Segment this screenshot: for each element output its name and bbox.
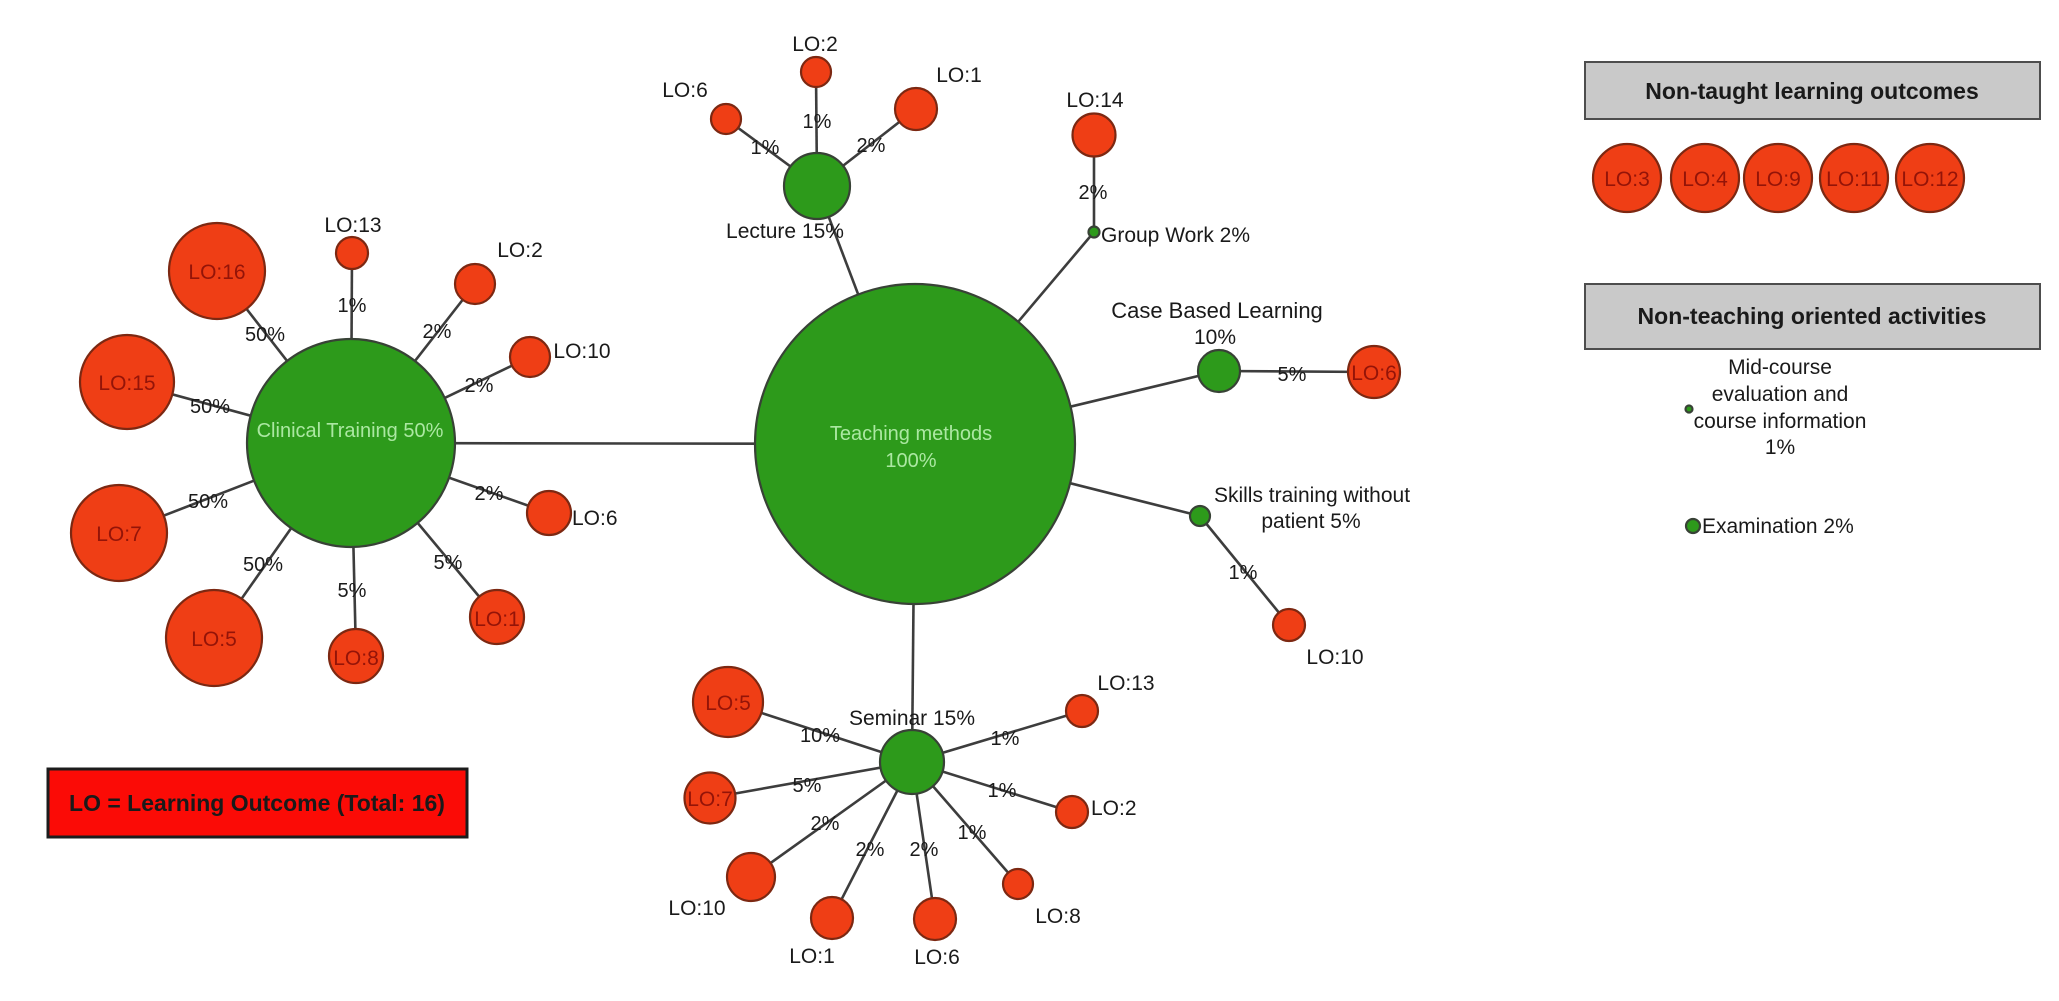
svg-text:1%: 1% bbox=[991, 728, 1020, 750]
svg-text:Case Based Learning: Case Based Learning bbox=[1111, 298, 1323, 323]
svg-text:LO:10: LO:10 bbox=[668, 897, 725, 920]
svg-text:10%: 10% bbox=[800, 725, 840, 747]
svg-text:2%: 2% bbox=[1079, 182, 1108, 204]
svg-text:LO:4: LO:4 bbox=[1682, 168, 1728, 191]
svg-text:LO:6: LO:6 bbox=[572, 507, 618, 530]
svg-text:2%: 2% bbox=[857, 135, 886, 157]
svg-text:2%: 2% bbox=[475, 483, 504, 505]
svg-text:2%: 2% bbox=[811, 813, 840, 835]
svg-text:1%: 1% bbox=[751, 137, 780, 159]
svg-text:50%: 50% bbox=[245, 324, 285, 346]
svg-text:LO:12: LO:12 bbox=[1901, 168, 1958, 191]
svg-text:LO:5: LO:5 bbox=[191, 628, 237, 651]
svg-text:100%: 100% bbox=[885, 450, 936, 472]
svg-text:LO:13: LO:13 bbox=[1097, 672, 1154, 695]
svg-text:Clinical Training 50%: Clinical Training 50% bbox=[257, 420, 444, 442]
svg-text:LO:2: LO:2 bbox=[497, 239, 543, 262]
svg-text:LO:6: LO:6 bbox=[662, 79, 708, 102]
svg-text:LO:1: LO:1 bbox=[789, 945, 835, 968]
svg-text:2%: 2% bbox=[465, 375, 494, 397]
svg-text:LO:5: LO:5 bbox=[705, 692, 751, 715]
svg-text:Skills training without: Skills training without bbox=[1214, 484, 1410, 507]
svg-text:LO:8: LO:8 bbox=[1035, 905, 1081, 928]
svg-text:LO:6: LO:6 bbox=[1351, 362, 1397, 385]
svg-text:LO:2: LO:2 bbox=[792, 33, 838, 56]
svg-text:LO:14: LO:14 bbox=[1066, 89, 1124, 112]
svg-text:Examination 2%: Examination 2% bbox=[1702, 515, 1854, 538]
svg-text:1%: 1% bbox=[958, 822, 987, 844]
svg-text:50%: 50% bbox=[190, 396, 230, 418]
svg-text:LO:10: LO:10 bbox=[1306, 646, 1363, 669]
svg-text:LO:2: LO:2 bbox=[1091, 797, 1137, 820]
svg-text:1%: 1% bbox=[803, 111, 832, 133]
svg-text:Lecture 15%: Lecture 15% bbox=[726, 220, 844, 243]
svg-text:1%: 1% bbox=[1765, 436, 1795, 459]
svg-text:LO:7: LO:7 bbox=[96, 523, 142, 546]
svg-text:LO:8: LO:8 bbox=[333, 647, 379, 670]
svg-text:LO:13: LO:13 bbox=[324, 214, 381, 237]
svg-text:Teaching methods: Teaching methods bbox=[830, 423, 992, 445]
svg-text:LO:9: LO:9 bbox=[1755, 168, 1801, 191]
svg-text:5%: 5% bbox=[1278, 364, 1307, 386]
svg-text:5%: 5% bbox=[338, 580, 367, 602]
svg-text:LO:7: LO:7 bbox=[687, 788, 733, 811]
svg-text:LO:16: LO:16 bbox=[188, 261, 245, 284]
svg-text:50%: 50% bbox=[188, 491, 228, 513]
svg-text:50%: 50% bbox=[243, 554, 283, 576]
svg-text:course information: course information bbox=[1694, 410, 1867, 433]
svg-text:LO:6: LO:6 bbox=[914, 946, 960, 969]
svg-text:1%: 1% bbox=[338, 295, 367, 317]
svg-text:1%: 1% bbox=[988, 780, 1017, 802]
svg-text:2%: 2% bbox=[423, 321, 452, 343]
svg-text:Group Work 2%: Group Work 2% bbox=[1101, 224, 1250, 247]
svg-text:2%: 2% bbox=[910, 839, 939, 861]
svg-text:LO = Learning Outcome (Total:: LO = Learning Outcome (Total: 16) bbox=[69, 790, 445, 816]
svg-text:Non-teaching oriented activiti: Non-teaching oriented activities bbox=[1638, 303, 1987, 329]
svg-text:LO:1: LO:1 bbox=[474, 608, 520, 631]
svg-text:1%: 1% bbox=[1229, 562, 1258, 584]
svg-text:patient 5%: patient 5% bbox=[1261, 510, 1360, 533]
svg-text:LO:10: LO:10 bbox=[553, 340, 610, 363]
svg-text:Mid-course: Mid-course bbox=[1728, 356, 1832, 379]
svg-text:LO:1: LO:1 bbox=[936, 64, 982, 87]
svg-text:10%: 10% bbox=[1194, 326, 1236, 349]
svg-text:evaluation and: evaluation and bbox=[1712, 383, 1849, 406]
svg-text:5%: 5% bbox=[434, 552, 463, 574]
svg-text:Seminar 15%: Seminar 15% bbox=[849, 707, 975, 730]
svg-text:LO:15: LO:15 bbox=[98, 372, 155, 395]
svg-text:LO:3: LO:3 bbox=[1604, 168, 1650, 191]
svg-text:5%: 5% bbox=[793, 775, 822, 797]
svg-text:Non-taught learning outcomes: Non-taught learning outcomes bbox=[1645, 78, 1979, 104]
svg-text:LO:11: LO:11 bbox=[1826, 168, 1882, 191]
svg-text:2%: 2% bbox=[856, 839, 885, 861]
